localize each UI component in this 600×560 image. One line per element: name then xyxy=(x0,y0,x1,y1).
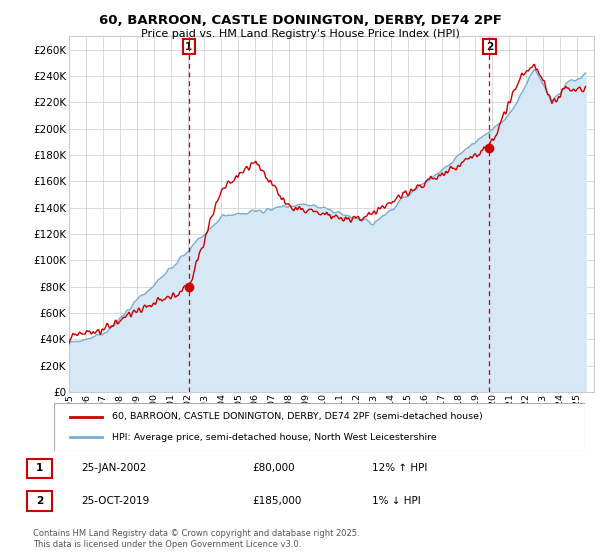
Text: Contains HM Land Registry data © Crown copyright and database right 2025.
This d: Contains HM Land Registry data © Crown c… xyxy=(33,529,359,549)
Text: 1% ↓ HPI: 1% ↓ HPI xyxy=(372,496,421,506)
FancyBboxPatch shape xyxy=(27,459,52,478)
Text: 2: 2 xyxy=(36,496,43,506)
Text: 25-OCT-2019: 25-OCT-2019 xyxy=(81,496,149,506)
Text: £80,000: £80,000 xyxy=(252,463,295,473)
Text: HPI: Average price, semi-detached house, North West Leicestershire: HPI: Average price, semi-detached house,… xyxy=(112,433,437,442)
Text: 60, BARROON, CASTLE DONINGTON, DERBY, DE74 2PF: 60, BARROON, CASTLE DONINGTON, DERBY, DE… xyxy=(98,14,502,27)
Text: 1: 1 xyxy=(185,42,193,52)
Text: 1: 1 xyxy=(36,463,43,473)
Text: 12% ↑ HPI: 12% ↑ HPI xyxy=(372,463,427,473)
FancyBboxPatch shape xyxy=(27,492,52,511)
Text: 25-JAN-2002: 25-JAN-2002 xyxy=(81,463,146,473)
FancyBboxPatch shape xyxy=(54,403,585,451)
Text: Price paid vs. HM Land Registry's House Price Index (HPI): Price paid vs. HM Land Registry's House … xyxy=(140,29,460,39)
Text: £185,000: £185,000 xyxy=(252,496,301,506)
Text: 60, BARROON, CASTLE DONINGTON, DERBY, DE74 2PF (semi-detached house): 60, BARROON, CASTLE DONINGTON, DERBY, DE… xyxy=(112,412,483,421)
Text: 2: 2 xyxy=(486,42,493,52)
